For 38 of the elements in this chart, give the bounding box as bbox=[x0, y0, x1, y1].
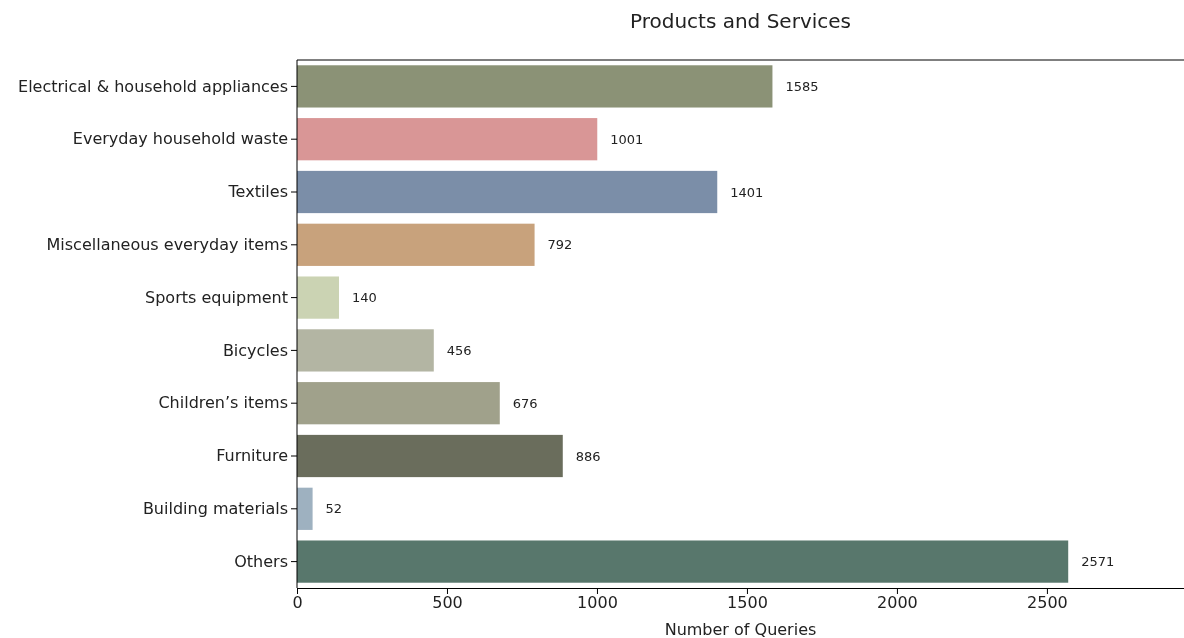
data-label: 52 bbox=[325, 501, 343, 517]
data-label: 1001 bbox=[610, 131, 644, 147]
y-tick-label: Everyday household waste bbox=[72, 129, 288, 149]
y-tick-label: Children’s items bbox=[158, 393, 288, 413]
bar bbox=[297, 170, 718, 214]
x-tick-label: 500 bbox=[432, 593, 463, 613]
bar bbox=[297, 540, 1069, 583]
x-tick-label: 1500 bbox=[727, 593, 768, 613]
data-label: 2571 bbox=[1081, 554, 1115, 570]
bar bbox=[297, 223, 535, 266]
bar bbox=[297, 434, 563, 478]
data-label: 1401 bbox=[730, 184, 764, 200]
y-tick-label: Electrical & household appliances bbox=[18, 76, 288, 96]
bar bbox=[297, 329, 434, 372]
data-label: 1585 bbox=[785, 78, 819, 94]
data-label: 676 bbox=[512, 395, 538, 411]
bar bbox=[297, 276, 339, 319]
y-tick-label: Bicycles bbox=[222, 340, 288, 360]
data-label: 792 bbox=[547, 237, 573, 253]
x-tick-label: 2500 bbox=[1027, 593, 1068, 613]
x-tick-label: 0 bbox=[292, 593, 303, 613]
data-label: 886 bbox=[575, 448, 601, 464]
x-tick-label: 1000 bbox=[577, 593, 618, 613]
chart-title: Products and Services bbox=[629, 9, 852, 33]
y-tick-label: Miscellaneous everyday items bbox=[46, 234, 288, 254]
y-tick-label: Others bbox=[234, 551, 288, 571]
bar bbox=[297, 118, 598, 161]
data-label: 140 bbox=[352, 290, 377, 306]
x-tick-label: 2000 bbox=[877, 593, 918, 613]
y-tick-label: Furniture bbox=[216, 446, 288, 466]
x-axis-title: Number of Queries bbox=[664, 620, 817, 638]
bar bbox=[297, 382, 500, 425]
bar bbox=[297, 65, 773, 108]
y-tick-label: Textiles bbox=[227, 182, 288, 202]
y-tick-label: Building materials bbox=[142, 498, 288, 518]
bar bbox=[297, 487, 313, 530]
data-label: 456 bbox=[446, 342, 472, 358]
y-tick-label: Sports equipment bbox=[145, 287, 288, 307]
